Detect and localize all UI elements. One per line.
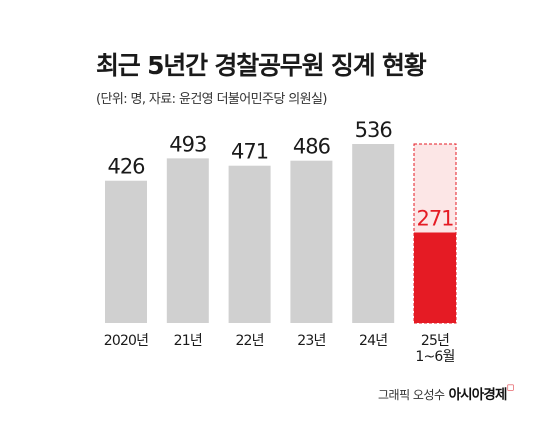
bar-5	[414, 232, 456, 323]
brand-mark-icon: ◻	[506, 383, 514, 393]
tick-label-2: 22년	[235, 333, 263, 349]
data-label-5: 271	[416, 206, 453, 230]
bar-3	[290, 160, 333, 323]
data-label-3: 486	[293, 135, 331, 159]
data-label-2: 471	[231, 140, 268, 164]
tick-label-5-0: 25년	[421, 333, 449, 349]
chart-title: 최근 5년간 경찰공무원 징계 현황	[96, 51, 427, 80]
tick-label-4: 24년	[359, 333, 387, 349]
chart-subtitle: (단위: 명, 자료: 윤건영 더불어민주당 의원실)	[96, 92, 327, 107]
bar-2	[228, 165, 271, 323]
tick-label-3: 23년	[297, 333, 325, 349]
credit-text: 그래픽 오성수	[378, 388, 445, 402]
tick-label-0: 2020년	[104, 333, 149, 349]
tick-label-1: 21년	[174, 333, 202, 349]
bar-1	[166, 158, 209, 323]
bar-0	[105, 180, 147, 323]
data-label-4: 536	[355, 118, 393, 142]
tick-label-5-1: 1~6월	[415, 349, 454, 365]
credit: 그래픽 오성수 아시아경제◻	[378, 383, 514, 403]
data-label-0: 426	[107, 155, 145, 179]
bar-4	[352, 144, 395, 323]
data-label-1: 493	[169, 132, 206, 156]
brand-logo-text: 아시아경제	[448, 387, 508, 403]
